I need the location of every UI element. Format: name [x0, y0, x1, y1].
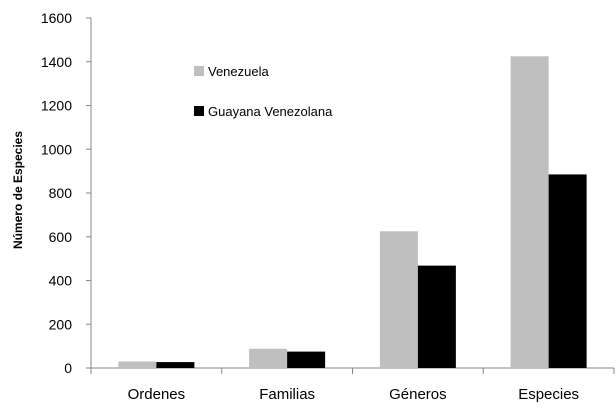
y-tick-label: 1600: [41, 10, 72, 26]
x-tick-label: Especies: [518, 386, 579, 403]
bar-venezuela: [249, 348, 288, 368]
bars: [118, 56, 587, 368]
x-tick-label: Familias: [259, 386, 315, 403]
bar-guayana-venezolana: [287, 351, 326, 368]
legend-swatch: [194, 106, 204, 116]
y-tick-label: 800: [49, 185, 73, 201]
y-tick-label: 1200: [41, 98, 72, 114]
y-tick-label: 400: [49, 273, 73, 289]
y-tick-label: 1400: [41, 54, 72, 70]
x-tick-label: Ordenes: [128, 386, 186, 403]
y-tick-label: 1000: [41, 141, 72, 157]
bar-guayana-venezolana: [417, 265, 456, 368]
bar-venezuela: [379, 231, 418, 368]
y-axis-label: Número de Especies: [11, 131, 25, 249]
y-tick-label: 0: [64, 360, 72, 376]
y-axis: 0 200 400 600 800 1000 1200 1400 1600: [41, 10, 92, 376]
bar-guayana-venezolana: [156, 362, 195, 368]
y-tick-label: 200: [49, 316, 73, 332]
legend-label: Venezuela: [208, 64, 269, 79]
x-tick-label: Géneros: [389, 386, 447, 403]
x-axis: Ordenes Familias Géneros Especies: [90, 367, 615, 403]
bar-venezuela: [118, 361, 157, 368]
y-tick-label: 600: [49, 229, 73, 245]
legend-label: Guayana Venezolana: [208, 104, 333, 119]
legend: Venezuela Guayana Venezolana: [194, 64, 333, 119]
legend-swatch: [194, 66, 204, 76]
bar-venezuela: [510, 56, 549, 368]
bar-guayana-venezolana: [548, 174, 587, 368]
